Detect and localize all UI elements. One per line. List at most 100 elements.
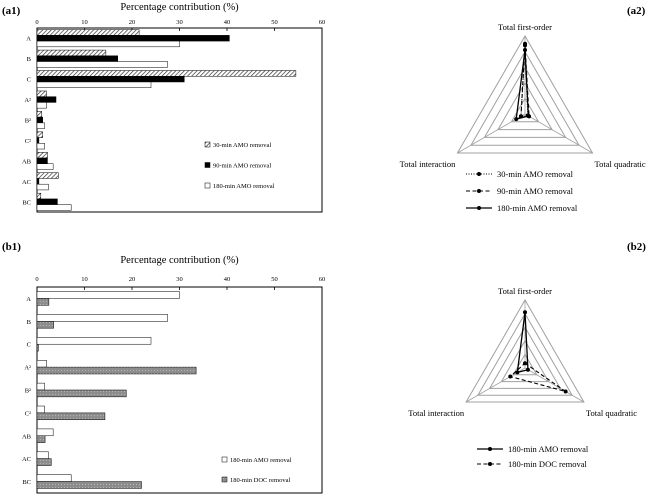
bar-gray: [36, 481, 142, 489]
x-tick-label: 60: [319, 19, 326, 26]
legend-label: 180-min AMO removal: [230, 457, 292, 464]
x-tick-label: 20: [129, 19, 136, 26]
x-tick-label: 30: [176, 276, 183, 283]
bar-white: [36, 291, 180, 299]
bar-black: [36, 75, 185, 83]
radar-axis-label: Total first-order: [498, 22, 552, 32]
radar-grid-ring: [510, 97, 540, 123]
x-tick-label: 50: [271, 276, 278, 283]
radar-chart-b2: Total first-order Total quadratic Total in…: [408, 286, 637, 469]
x-tick-label: 40: [224, 19, 231, 26]
legend-label: 90-min AMO removal: [213, 163, 271, 170]
legend-swatch: [204, 162, 211, 168]
radar-spoke: [524, 367, 585, 403]
legend-label: 180-min AMO removal: [508, 444, 589, 454]
radar-point: [526, 113, 531, 118]
category-label: AB: [22, 158, 32, 165]
bar-white: [36, 337, 152, 345]
bar-gray: [36, 343, 39, 352]
panel-label-a2: (a2): [627, 5, 646, 17]
radar-grid-ring: [483, 66, 567, 138]
radar-spoke: [524, 113, 593, 154]
radar-grid-ring: [488, 326, 562, 389]
radar-point: [523, 43, 527, 48]
category-label: A²: [24, 97, 31, 104]
bar-chart-b1: Percentage contribution (%) 0 10 20 30 40 50 60…: [22, 255, 325, 494]
legend-swatch: [204, 182, 211, 189]
category-label: BC: [22, 199, 31, 206]
radar-point: [514, 117, 519, 122]
bar-white: [36, 405, 45, 414]
bar-white: [36, 204, 72, 211]
radar-point: [563, 389, 568, 394]
bar-black: [36, 157, 48, 165]
bar-hatch: [36, 49, 107, 57]
x-tick-label: 10: [81, 19, 88, 26]
bar-hatch: [36, 90, 47, 97]
radar-series-dashed: [509, 362, 566, 392]
category-label: BC: [22, 479, 31, 486]
bar-gray: [36, 435, 46, 443]
bar-black: [36, 198, 58, 205]
radar-point: [515, 370, 520, 375]
legend-swatch: [204, 141, 211, 148]
radar-series-solid: [516, 312, 529, 374]
category-label: C: [27, 342, 31, 349]
legend-label: 30-min AMO removal: [213, 142, 271, 149]
legend-label: 180-min DOC removal: [230, 477, 290, 484]
category-label: B: [27, 56, 32, 63]
category-label: C²: [25, 138, 31, 145]
radar-grid-ring: [497, 81, 553, 131]
bar-white: [36, 40, 180, 48]
bar-white: [36, 382, 45, 391]
bar-black: [36, 96, 57, 103]
legend-marker: [477, 172, 481, 176]
bar-gray: [36, 412, 106, 421]
category-label: B²: [25, 388, 31, 395]
radar-axis-label: Total quadratic: [595, 159, 646, 169]
bar-gray: [36, 298, 50, 306]
radar-grid-ring: [512, 353, 538, 376]
legend-swatch: [221, 456, 228, 463]
legend-marker: [488, 462, 492, 466]
panel-label-a1: (a1): [2, 5, 21, 17]
bar-white: [36, 143, 45, 150]
radar-grid-ring: [470, 50, 580, 146]
radar-grid-ring: [477, 312, 573, 396]
radar-point: [523, 310, 527, 315]
legend-label: 180-min AMO removal: [497, 203, 578, 213]
bar-black: [36, 35, 230, 42]
bar-hatch: [36, 29, 140, 36]
legend-label: 180-min DOC removal: [508, 459, 587, 469]
bar-hatch: [36, 152, 48, 159]
category-label: A²: [24, 365, 31, 372]
radar-axis-label: Total interaction: [408, 408, 465, 418]
bar-hatch: [36, 111, 42, 118]
category-label: AB: [22, 433, 32, 440]
legend-marker: [488, 447, 492, 451]
radar-spoke: [465, 367, 526, 403]
category-label: A: [26, 36, 31, 43]
radar-point: [523, 48, 527, 53]
radar-grid-ring: [456, 35, 594, 154]
legend-label: 90-min AMO removal: [497, 186, 574, 196]
x-tick-label: 0: [35, 19, 38, 26]
category-label: C: [27, 77, 31, 84]
bar-white: [36, 183, 49, 191]
bar-hatch: [36, 131, 43, 138]
bar-white: [36, 102, 47, 109]
bar-white: [36, 81, 152, 88]
radar-point: [525, 367, 530, 372]
bar-gray: [36, 458, 52, 466]
x-tick-label: 10: [81, 276, 88, 283]
bar-white: [36, 314, 168, 322]
chart-title: Percentage contribution (%): [120, 2, 239, 13]
radar-chart-a2: Total first-order Total quadratic Total in…: [400, 22, 646, 213]
category-label: A: [26, 296, 31, 303]
bar-chart-a1: Percentage contribution (%) 0 10 20 30 40 50 60…: [22, 2, 326, 213]
bar-white: [36, 359, 47, 368]
radar-series-solid: [515, 49, 530, 120]
category-label: C²: [25, 410, 31, 417]
category-label: B²: [25, 118, 31, 125]
chart-title: Percentage contribution (%): [120, 255, 239, 266]
